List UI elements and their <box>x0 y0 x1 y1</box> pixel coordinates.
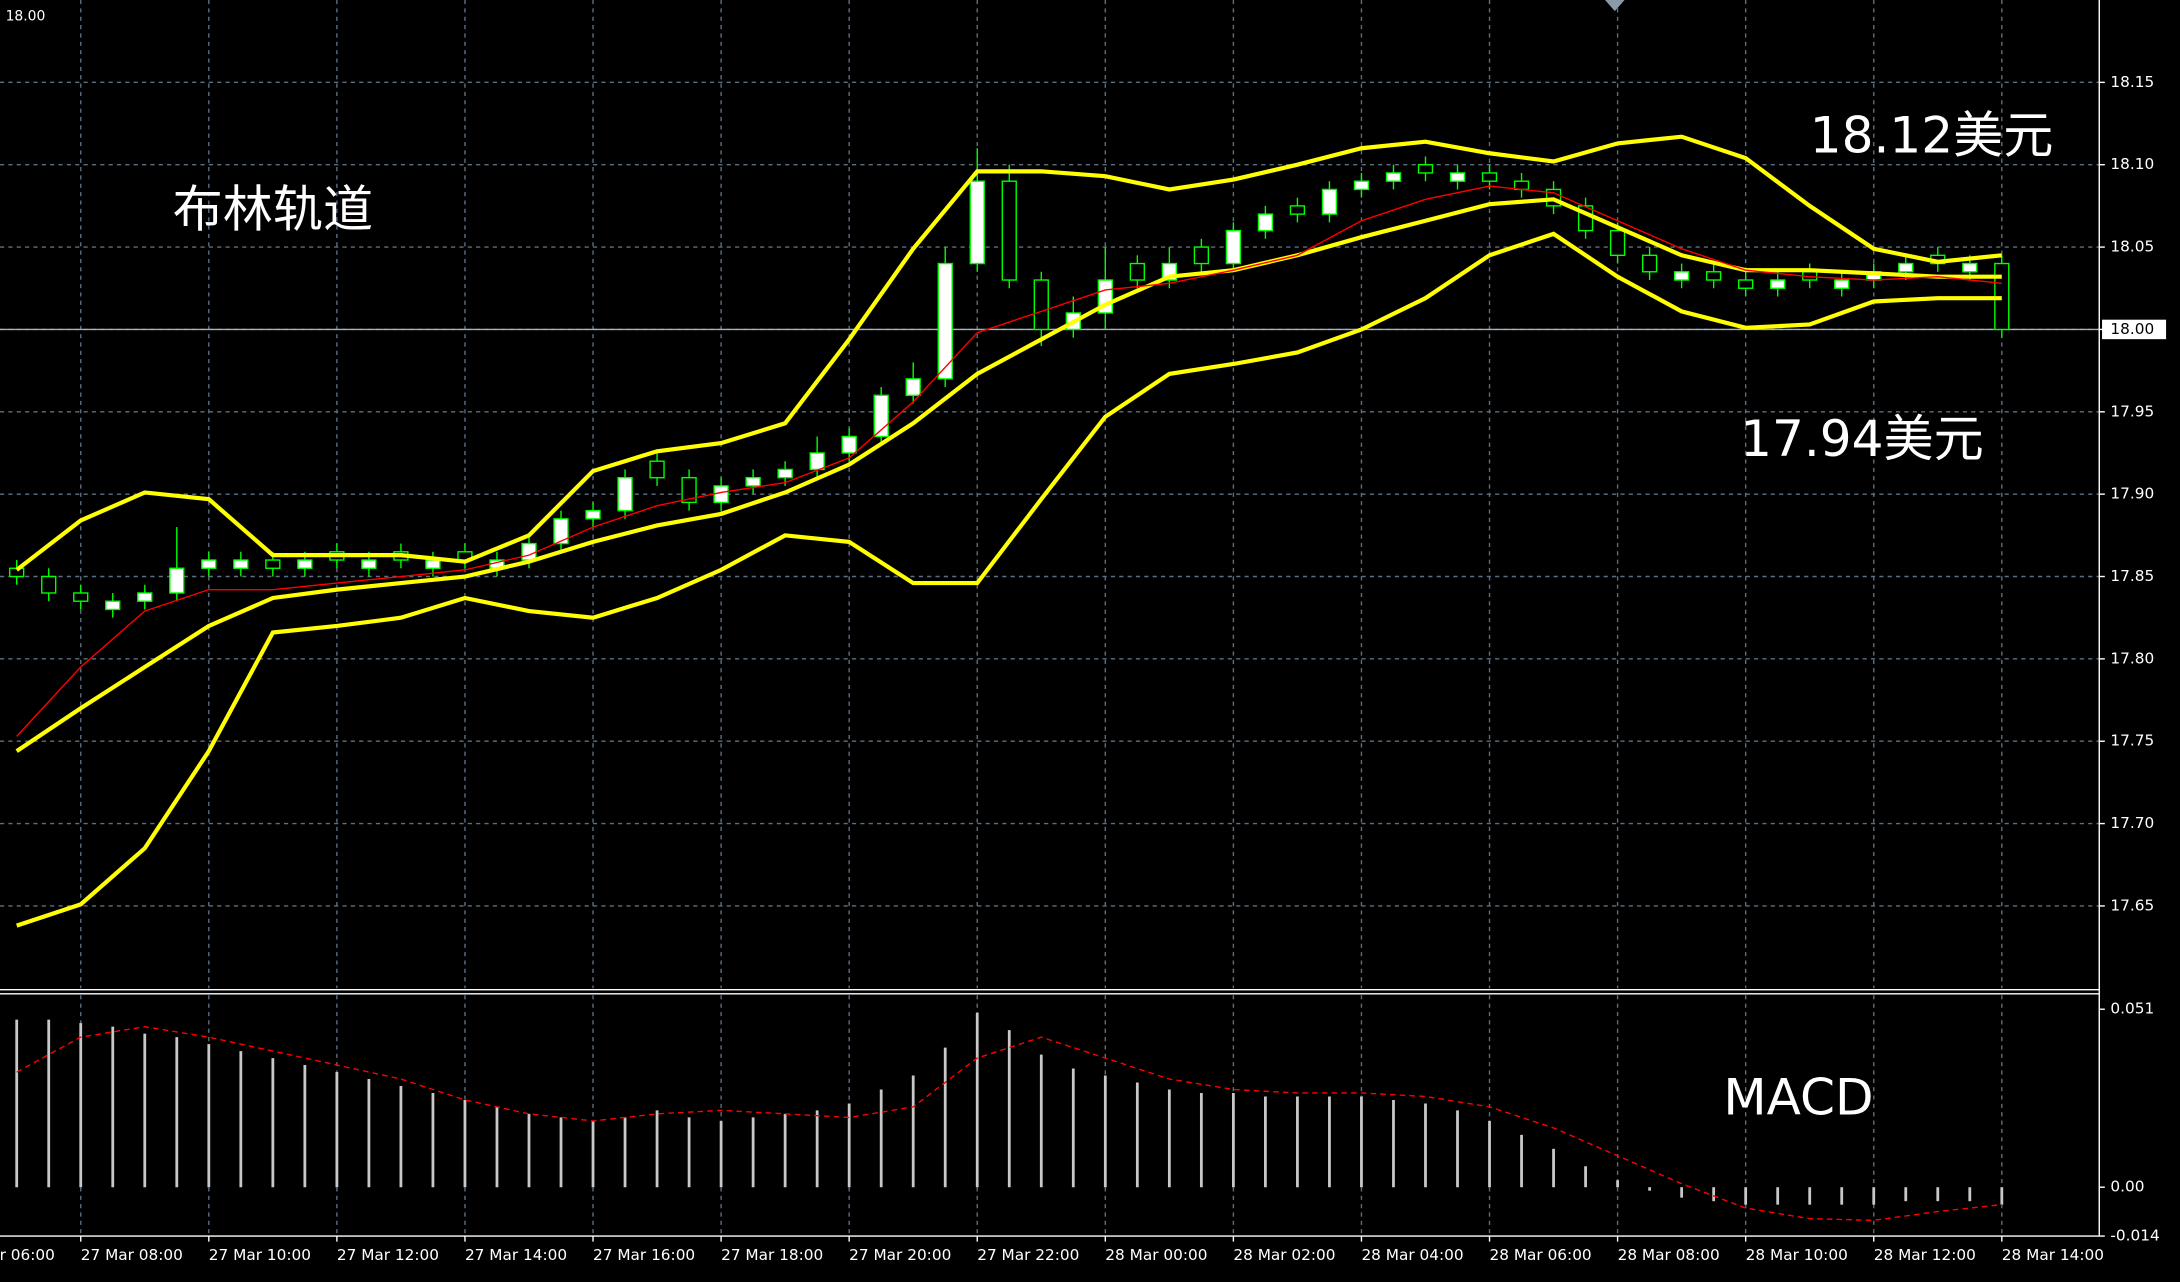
candle-body <box>809 452 825 471</box>
y-tick-label: -0.014 <box>2110 1227 2159 1245</box>
candle-body <box>265 559 281 569</box>
last-price-box <box>2102 319 2167 340</box>
x-tick-label: 27 Mar 20:00 <box>849 1246 951 1264</box>
x-tick-label: 27 Mar 10:00 <box>209 1246 311 1264</box>
y-tick-label: 17.90 <box>2110 485 2154 503</box>
candle-body <box>969 180 985 265</box>
x-tick-label: 27 Mar 14:00 <box>465 1246 567 1264</box>
candle-body <box>1962 262 1978 273</box>
candle-body <box>553 518 569 545</box>
candle-body <box>521 542 537 561</box>
y-tick-label: 0.00 <box>2110 1178 2144 1196</box>
candle-body <box>681 476 697 504</box>
annotation: 布林轨道 <box>173 179 373 238</box>
x-tick-label: 28 Mar 08:00 <box>1618 1246 1720 1264</box>
candle-body <box>1481 172 1498 182</box>
y-tick-label: 17.95 <box>2110 402 2154 420</box>
candle-body <box>1609 229 1626 257</box>
candle-body <box>1705 271 1722 281</box>
candle-body <box>1417 164 1434 174</box>
candle-body <box>73 592 89 602</box>
x-tick-label: 27 Mar 12:00 <box>337 1246 439 1264</box>
x-tick-label: 27 Mar 18:00 <box>721 1246 823 1264</box>
candle-body <box>745 476 761 487</box>
candle-body <box>169 567 185 594</box>
signal-line <box>16 1026 2002 1222</box>
candle-body <box>1033 279 1049 331</box>
x-tick-label: 28 Mar 00:00 <box>1105 1246 1207 1264</box>
x-tick-label: 27 Mar 06:00 <box>0 1246 55 1264</box>
y-tick-label: 17.65 <box>2110 896 2154 914</box>
candle-body <box>1770 279 1786 289</box>
y-tick-label: 18.05 <box>2110 238 2154 256</box>
indicator-line <box>16 185 2002 737</box>
candle-body <box>137 592 153 602</box>
x-tick-label: 28 Mar 04:00 <box>1361 1246 1463 1264</box>
y-tick-label: 17.80 <box>2110 649 2154 667</box>
candle-body <box>1225 229 1242 265</box>
candle-body <box>1129 262 1145 281</box>
last-price-label: 18.00 <box>2110 320 2154 338</box>
y-tick-label: 17.85 <box>2110 567 2154 585</box>
x-tick-label: 27 Mar 22:00 <box>977 1246 1079 1264</box>
candle-body <box>1834 279 1850 289</box>
candle-body <box>1321 188 1338 215</box>
candle-body <box>201 559 217 569</box>
candle-body <box>41 575 57 594</box>
candle-body <box>1193 246 1210 265</box>
candle-body <box>1641 254 1658 273</box>
y-tick-label: 17.70 <box>2110 814 2154 832</box>
candle-body <box>105 600 121 611</box>
candle-body <box>297 559 313 569</box>
indicator-title: MACD <box>1723 1068 1873 1127</box>
header-price: 18.00 <box>6 9 46 25</box>
candle-body <box>1449 172 1466 182</box>
candle-body <box>617 476 633 512</box>
x-tick-label: 28 Mar 14:00 <box>2002 1246 2104 1264</box>
y-tick-label: 18.15 <box>2110 73 2154 91</box>
annotation: 18.12美元 <box>1810 106 2054 165</box>
candle-body <box>425 559 441 569</box>
y-tick-label: 17.75 <box>2110 732 2154 750</box>
x-tick-label: 28 Mar 10:00 <box>1746 1246 1848 1264</box>
candle-body <box>233 559 249 569</box>
x-tick-label: 27 Mar 08:00 <box>81 1246 183 1264</box>
candle-body <box>1257 213 1274 232</box>
candle-body <box>649 460 665 479</box>
x-tick-label: 28 Mar 12:00 <box>1874 1246 1976 1264</box>
candle-body <box>937 262 953 380</box>
indicator-line <box>15 197 2002 753</box>
candle-body <box>841 435 857 454</box>
annotation: 17.94美元 <box>1740 409 1984 468</box>
candle-body <box>905 378 921 397</box>
candle-body <box>1289 205 1306 215</box>
candle-body <box>1738 279 1754 289</box>
y-tick-label: 0.051 <box>2110 1000 2154 1018</box>
indicator-line <box>15 134 2003 572</box>
candle-body <box>1353 180 1370 191</box>
candle-body <box>361 559 377 569</box>
candle-body <box>777 468 793 479</box>
x-tick-label: 28 Mar 06:00 <box>1490 1246 1592 1264</box>
candle-body <box>1513 180 1530 191</box>
shift-marker <box>1605 0 1625 12</box>
candle-body <box>585 509 601 520</box>
x-tick-label: 27 Mar 16:00 <box>593 1246 695 1264</box>
labels: 18.00 布林轨道 18.12美元 17.94美元 MACD 17.65 17.… <box>0 9 2167 1264</box>
candle-body <box>1001 180 1017 281</box>
y-tick-label: 18.10 <box>2110 155 2154 173</box>
candle-body <box>1673 271 1690 281</box>
candle-body <box>1898 262 1914 273</box>
candle-body <box>1385 172 1402 182</box>
x-tick-label: 28 Mar 02:00 <box>1233 1246 1335 1264</box>
indicator-line <box>16 231 2002 928</box>
plot <box>0 134 2100 1222</box>
